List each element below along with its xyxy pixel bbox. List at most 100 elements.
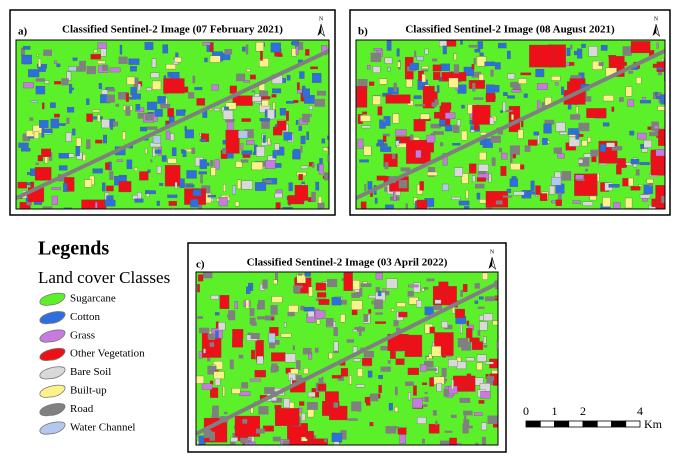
land-patch	[237, 179, 242, 190]
legend-title: Legends	[38, 238, 109, 260]
land-patch	[257, 300, 265, 310]
land-patch	[444, 324, 453, 330]
land-patch	[433, 305, 442, 310]
scale-segment	[596, 420, 612, 428]
land-patch	[353, 358, 361, 362]
land-patch	[331, 432, 343, 442]
land-patch	[241, 382, 249, 389]
land-patch	[239, 391, 251, 397]
land-patch	[285, 353, 296, 363]
land-patch	[351, 401, 362, 412]
land-patch	[144, 42, 154, 50]
land-patch	[527, 139, 538, 146]
land-patch	[377, 106, 383, 116]
land-patch	[385, 204, 394, 209]
land-patch	[510, 163, 521, 171]
land-patch	[476, 192, 481, 200]
land-patch	[118, 56, 128, 64]
land-patch	[251, 161, 263, 171]
land-patch	[553, 147, 563, 154]
legend-label: Road	[70, 403, 94, 415]
land-patch	[657, 163, 665, 170]
land-patch	[517, 129, 524, 139]
land-patch	[377, 139, 384, 146]
land-patch	[176, 109, 186, 116]
land-patch	[628, 177, 634, 187]
land-patch	[296, 89, 303, 94]
land-patch	[611, 106, 615, 112]
land-patch	[358, 326, 362, 336]
land-patch	[214, 312, 220, 316]
land-patch	[419, 364, 427, 372]
land-patch	[298, 273, 303, 276]
land-patch	[125, 106, 131, 116]
land-patch	[256, 428, 265, 434]
land-patch	[255, 41, 264, 52]
land-patch	[340, 299, 347, 305]
land-patch	[657, 106, 665, 111]
land-patch	[359, 159, 369, 163]
land-patch	[590, 149, 599, 157]
land-patch	[333, 341, 339, 352]
land-patch	[58, 153, 70, 159]
land-patch	[351, 300, 363, 310]
land-patch	[37, 155, 44, 162]
land-patch	[271, 363, 278, 369]
north-label: N	[319, 16, 324, 22]
land-patch	[568, 136, 580, 147]
land-patch	[378, 385, 382, 393]
land-patch	[426, 278, 435, 282]
land-patch	[452, 124, 460, 133]
land-patch	[273, 279, 278, 285]
land-patch	[292, 345, 295, 351]
land-patch	[636, 77, 642, 84]
land-patch	[630, 41, 651, 54]
land-patch	[65, 132, 72, 142]
land-patch	[420, 69, 429, 72]
land-patch	[209, 42, 214, 52]
land-patch	[608, 55, 617, 58]
land-patch	[451, 196, 461, 200]
land-patch	[581, 140, 588, 147]
land-patch	[285, 110, 289, 121]
land-patch	[110, 121, 119, 127]
land-patch	[482, 272, 489, 280]
land-patch	[165, 64, 176, 70]
land-patch	[657, 68, 663, 76]
land-patch	[551, 176, 562, 186]
land-patch	[159, 182, 164, 186]
land-patch	[466, 320, 470, 326]
land-patch	[23, 45, 31, 50]
land-patch	[375, 321, 386, 324]
land-patch	[331, 297, 342, 306]
land-patch	[424, 306, 434, 316]
land-patch	[455, 308, 465, 318]
land-patch	[302, 88, 310, 98]
land-patch	[260, 50, 263, 61]
land-patch	[464, 206, 470, 209]
land-patch	[454, 167, 463, 177]
land-patch	[510, 154, 513, 164]
land-patch	[439, 440, 451, 445]
land-patch	[296, 360, 301, 370]
land-patch	[38, 58, 42, 68]
land-patch	[570, 44, 573, 50]
legend-label: Grass	[70, 329, 95, 341]
land-patch	[324, 439, 327, 443]
land-patch	[202, 42, 211, 46]
land-patch	[22, 82, 34, 89]
land-patch	[20, 147, 31, 152]
land-patch	[144, 148, 148, 155]
land-patch	[222, 386, 226, 397]
land-patch	[327, 154, 329, 163]
land-patch	[416, 199, 428, 209]
land-patch	[303, 306, 315, 312]
road	[356, 48, 665, 201]
land-patch	[394, 406, 399, 413]
land-patch	[572, 200, 581, 204]
land-patch	[471, 64, 475, 70]
land-patch	[282, 440, 290, 445]
land-patch	[495, 200, 503, 205]
land-patch	[469, 337, 480, 343]
land-patch	[457, 84, 467, 94]
